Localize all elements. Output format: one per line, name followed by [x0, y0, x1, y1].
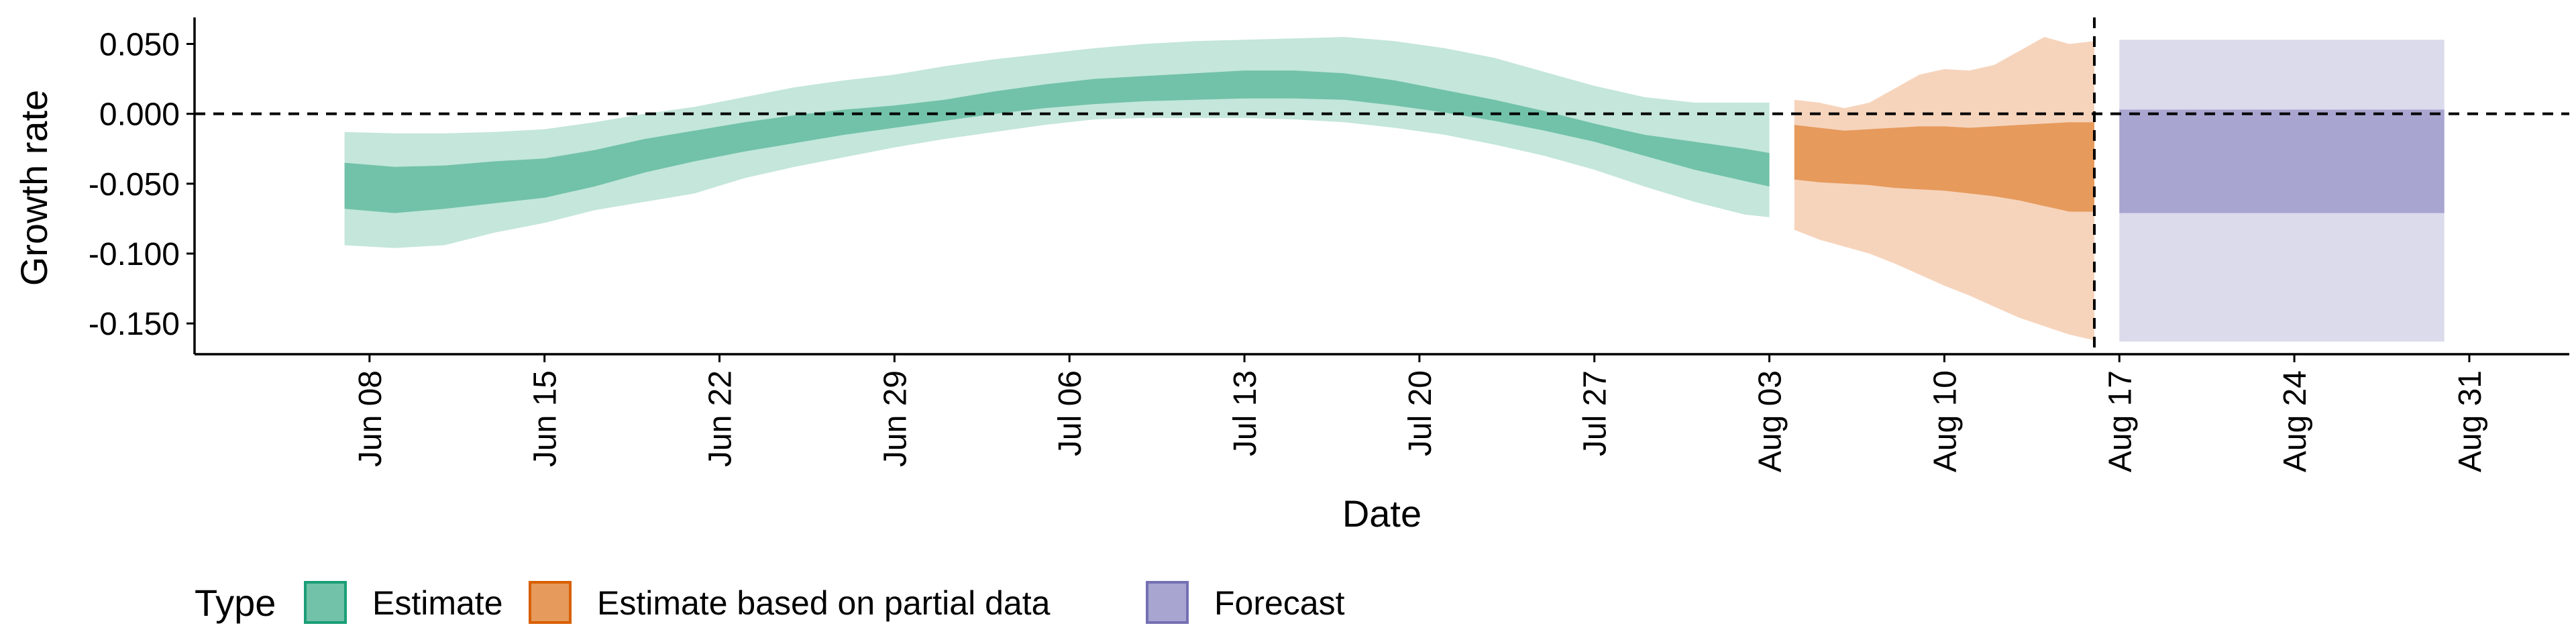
- y-axis-title: Growth rate: [13, 90, 55, 286]
- y-tick-label: -0.050: [89, 167, 180, 203]
- ribbon-layer: [344, 37, 2445, 342]
- y-tick-label: -0.100: [89, 237, 180, 272]
- x-tick-label: Aug 03: [1753, 370, 1788, 472]
- x-tick-label: Jun 08: [353, 370, 388, 467]
- reference-lines: [195, 17, 2569, 354]
- x-tick-label: Jul 27: [1578, 370, 1613, 456]
- x-tick-label: Aug 17: [2102, 370, 2138, 472]
- x-tick-label: Jun 15: [528, 370, 564, 467]
- x-tick-label: Jul 06: [1053, 370, 1088, 456]
- x-tick-label: Aug 31: [2453, 370, 2488, 472]
- legend-label-estimate-based-on-partial-data: Estimate based on partial data: [597, 584, 1051, 622]
- legend-key-estimate: [304, 581, 347, 624]
- y-tick-label: 0.050: [99, 28, 180, 63]
- x-axis-title: Date: [1342, 492, 1421, 535]
- legend-label-forecast: Forecast: [1214, 584, 1345, 622]
- axes: [193, 17, 2569, 356]
- legend-key-estimate-based-on-partial-data: [529, 581, 572, 624]
- band-outer-estimate: [344, 37, 1770, 248]
- legend: Type Estimate Estimate based on partial d…: [195, 581, 1345, 624]
- x-tick-label: Aug 24: [2277, 370, 2313, 472]
- y-tick-label: -0.150: [89, 307, 180, 342]
- band-inner-estimate: [344, 70, 1770, 213]
- legend-title: Type: [195, 582, 276, 624]
- band-inner-estimate-based-on-partial-data: [1794, 122, 2094, 212]
- y-ticks: 0.050 0.000 -0.050 -0.100 -0.150: [89, 28, 195, 342]
- x-tick-label: Jun 29: [877, 370, 913, 467]
- x-tick-label: Jun 22: [703, 370, 739, 467]
- legend-key-forecast: [1146, 581, 1189, 624]
- band-inner-forecast: [2119, 109, 2445, 213]
- y-tick-label: 0.000: [99, 97, 180, 133]
- x-tick-label: Aug 10: [1927, 370, 1963, 472]
- legend-label-estimate: Estimate: [372, 584, 503, 622]
- x-tick-label: Jul 20: [1403, 370, 1438, 456]
- x-ticks: Jun 08 Jun 15 Jun 22 Jun 29 Jul 06 Jul 13 Jul …: [353, 354, 2488, 472]
- x-tick-label: Jul 13: [1228, 370, 1263, 456]
